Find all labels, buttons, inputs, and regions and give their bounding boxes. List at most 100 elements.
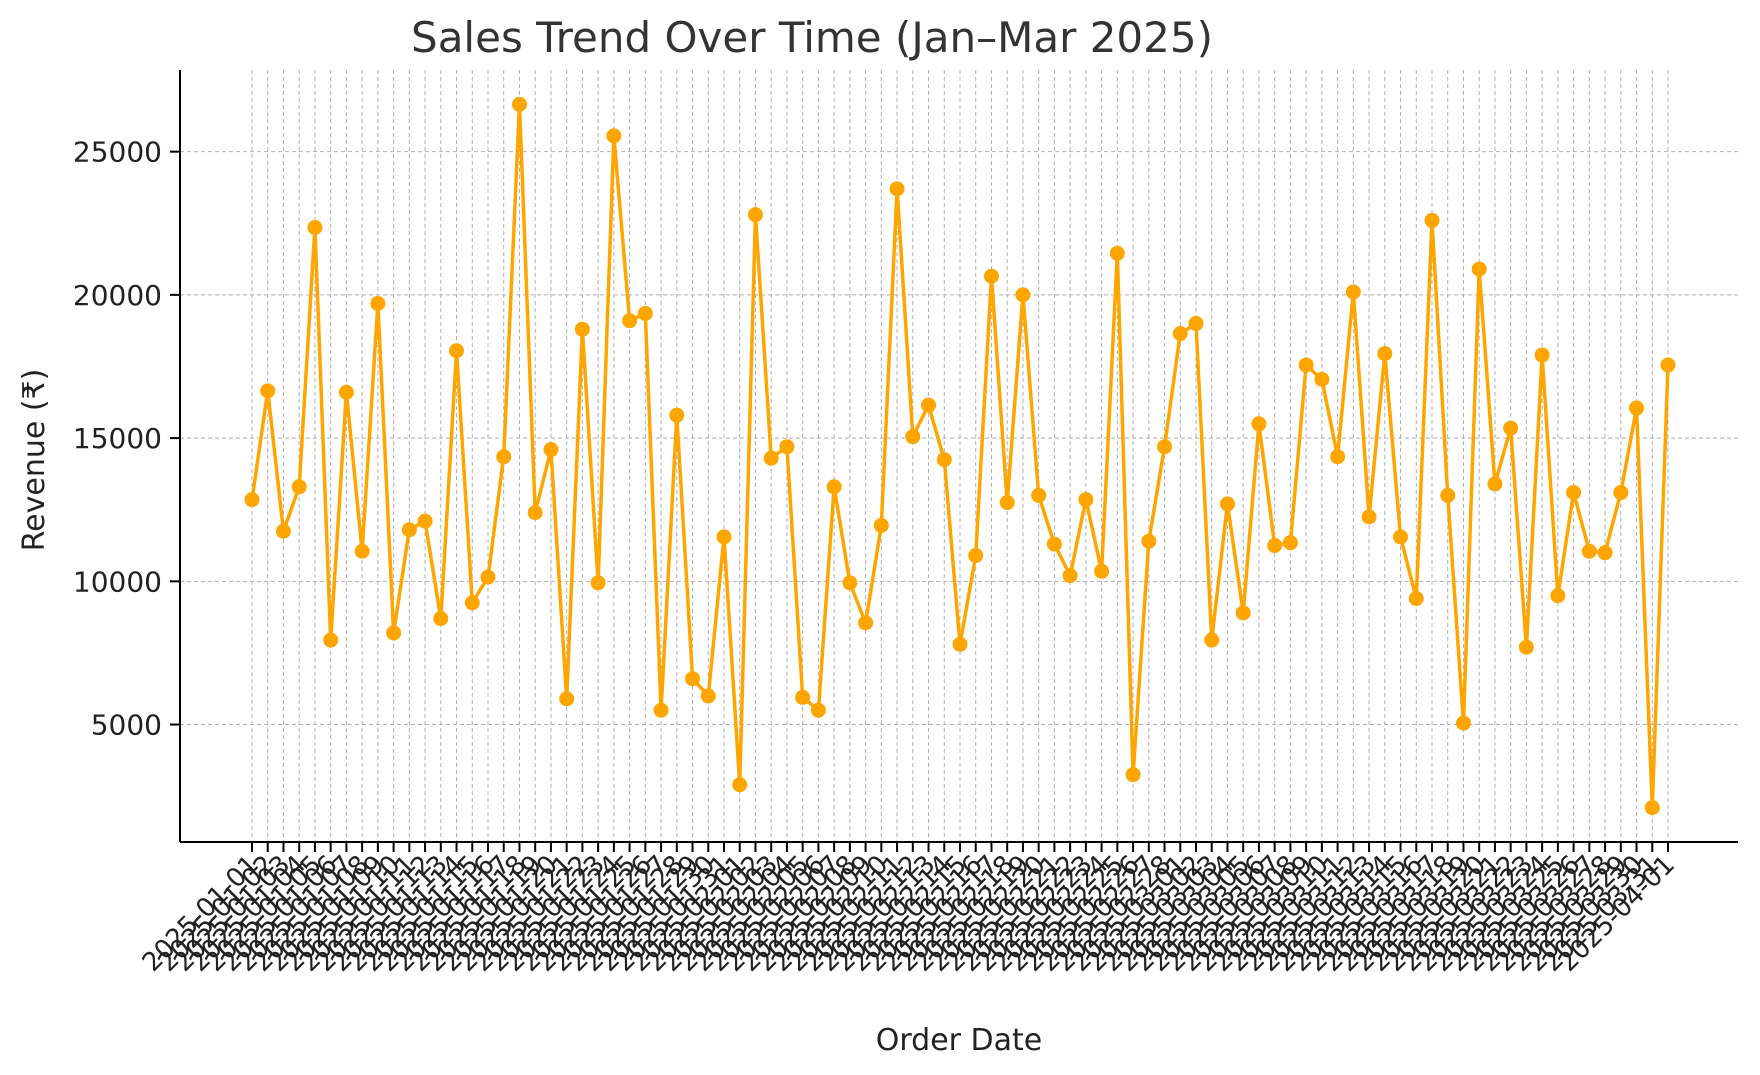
data-points: [244, 96, 1676, 816]
data-point: [936, 452, 952, 468]
data-point: [700, 688, 716, 704]
data-point: [763, 450, 779, 466]
data-point: [1282, 535, 1298, 551]
data-point: [842, 575, 858, 591]
data-point: [1015, 287, 1031, 303]
data-point: [732, 777, 748, 793]
data-point: [826, 479, 842, 495]
data-point: [1314, 371, 1330, 387]
data-point: [983, 268, 999, 284]
data-point: [1644, 800, 1660, 816]
data-point: [999, 495, 1015, 511]
chart-title: Sales Trend Over Time (Jan–Mar 2025): [411, 13, 1213, 62]
y-tick-label: 10000: [73, 565, 162, 598]
y-tick-label: 15000: [73, 422, 162, 455]
data-point: [1235, 605, 1251, 621]
data-point: [1471, 261, 1487, 277]
data-point: [1298, 357, 1314, 373]
y-tick-label: 5000: [91, 709, 162, 742]
data-point: [622, 313, 638, 329]
data-point: [1518, 639, 1534, 655]
data-point: [921, 397, 937, 413]
data-point: [873, 517, 889, 533]
data-point: [1094, 563, 1110, 579]
data-point: [1361, 509, 1377, 525]
data-point: [1267, 538, 1283, 554]
data-point: [1597, 545, 1613, 561]
data-point: [449, 343, 465, 359]
data-point: [669, 407, 685, 423]
data-point: [747, 207, 763, 223]
data-point: [1062, 568, 1078, 584]
data-point: [779, 439, 795, 455]
y-tick-label: 25000: [73, 136, 162, 169]
data-point: [685, 671, 701, 687]
data-point: [952, 636, 968, 652]
data-point: [1660, 357, 1676, 373]
data-point: [338, 384, 354, 400]
data-point: [291, 479, 307, 495]
data-point: [637, 305, 653, 321]
data-point: [1487, 476, 1503, 492]
data-point: [433, 611, 449, 627]
y-tick-label: 20000: [73, 279, 162, 312]
data-point: [559, 691, 575, 707]
data-point: [496, 449, 512, 465]
data-point: [1377, 346, 1393, 362]
data-point: [1629, 400, 1645, 416]
data-point: [1613, 485, 1629, 501]
data-point: [323, 632, 339, 648]
data-point: [260, 383, 276, 399]
data-point: [1141, 533, 1157, 549]
data-point: [1204, 632, 1220, 648]
data-point: [889, 181, 905, 197]
data-point: [1345, 284, 1361, 300]
data-point: [810, 702, 826, 718]
data-point: [527, 505, 543, 521]
data-point: [386, 625, 402, 641]
data-point: [1581, 543, 1597, 559]
data-point: [1109, 245, 1125, 261]
data-point: [1219, 496, 1235, 512]
data-point: [275, 523, 291, 539]
x-axis-label: Order Date: [876, 1023, 1043, 1058]
data-point: [1455, 715, 1471, 731]
data-point: [1172, 326, 1188, 342]
data-point: [1393, 529, 1409, 545]
data-point: [1251, 416, 1267, 432]
data-point: [543, 442, 559, 458]
data-point: [244, 492, 260, 508]
data-point: [1408, 591, 1424, 607]
data-point: [905, 429, 921, 445]
data-point: [511, 96, 527, 112]
data-point: [653, 702, 669, 718]
data-point: [464, 595, 480, 611]
data-point: [1188, 316, 1204, 332]
data-point: [574, 321, 590, 337]
data-point: [1078, 492, 1094, 508]
data-point: [1534, 347, 1550, 363]
data-point: [1503, 420, 1519, 436]
data-point: [480, 569, 496, 585]
data-point: [1566, 485, 1582, 501]
ticks: 2025-01-012025-01-022025-01-032025-01-04…: [73, 136, 1681, 978]
data-point: [1424, 212, 1440, 228]
data-point: [1046, 536, 1062, 552]
data-point: [606, 128, 622, 144]
data-point: [417, 513, 433, 529]
y-axis-label: Revenue (₹): [17, 369, 52, 552]
data-point: [1330, 449, 1346, 465]
data-point: [354, 543, 370, 559]
data-point: [716, 529, 732, 545]
data-point: [968, 548, 984, 564]
data-point: [1157, 439, 1173, 455]
data-point: [401, 522, 417, 538]
data-point: [1125, 767, 1141, 783]
data-point: [858, 615, 874, 631]
data-point: [590, 575, 606, 591]
data-point: [1440, 487, 1456, 503]
data-point: [1550, 588, 1566, 604]
data-point: [370, 295, 386, 311]
